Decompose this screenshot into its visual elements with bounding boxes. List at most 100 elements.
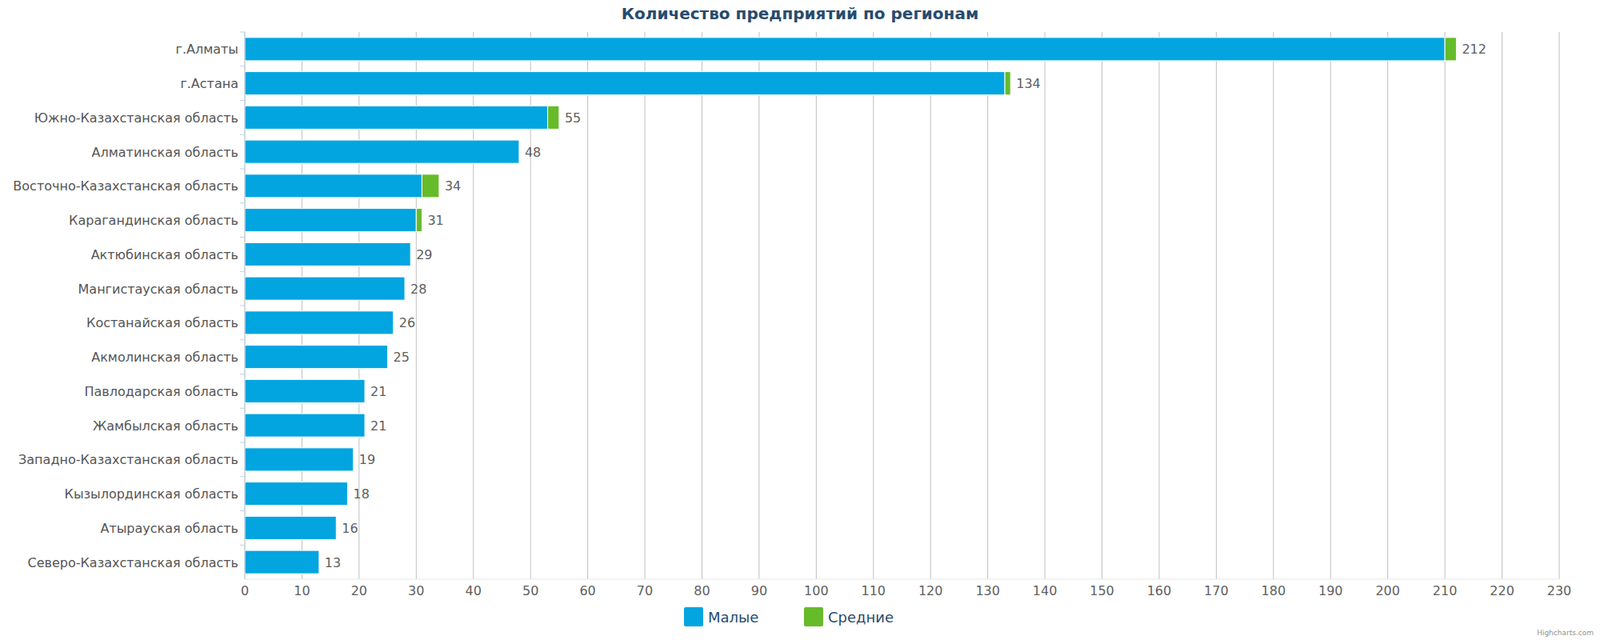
tick-label: 130 [975,583,1000,599]
data-label: 19 [359,452,376,468]
tick-label: 0 [240,583,249,599]
grid-line [1559,32,1560,580]
tick-label: 50 [522,583,539,599]
grid-line [587,32,588,580]
axis-line [244,579,1560,580]
data-label: 28 [410,281,427,297]
tick-label: 160 [1147,583,1172,599]
legend-label: Средние [828,608,894,626]
bars [244,37,1456,574]
tick-label: 80 [693,583,710,599]
category-tick [240,271,245,272]
data-label: 16 [341,520,358,536]
data-label: 26 [399,315,416,331]
category-label: г.Алматы [176,41,240,57]
tick-label: 140 [1032,583,1058,599]
grid-line [1101,32,1103,580]
category-tick [240,373,245,375]
data-label: 212 [1461,41,1487,57]
bar [318,550,320,574]
tick-label: 70 [636,583,653,599]
tick-label: 210 [1432,583,1458,599]
tick-label: 200 [1375,583,1400,599]
category-label: Южно-Казахстанская область [34,110,239,126]
bar [244,242,411,266]
category-label: Атырауская область [100,520,239,536]
category-label: Костанайская область [86,315,239,331]
data-label: 25 [393,349,410,365]
data-label: 134 [1016,76,1041,92]
grid-line [1501,32,1503,580]
bar [244,276,405,300]
data-label: 13 [324,555,341,571]
bar [1444,37,1456,61]
data-label: 18 [353,486,370,502]
title: Количество предприятий по регионам [621,4,980,24]
category-tick [240,510,245,512]
bar [244,413,365,437]
grid-line [1272,32,1274,580]
category-label: Восточно-Казахстанская область [12,178,239,194]
grid-line [644,32,646,580]
data-label: 29 [416,247,432,263]
category-label: Северо-Казахстанская область [27,555,239,571]
tick-label: 170 [1204,583,1229,599]
credits: Highcharts.com [1536,628,1594,637]
category-tick [240,202,245,204]
legend-label: Малые [708,608,759,626]
bar [352,448,354,472]
category-tick [240,168,245,170]
data-label: 21 [370,384,387,400]
category-label: Западно-Казахстанская область [18,452,239,468]
bar [387,345,388,369]
category-label: Мангистауская область [78,281,239,297]
grid-line [1216,32,1217,580]
grid-line [930,32,932,580]
bar [244,482,348,506]
tick-label: 90 [751,583,768,599]
legend: Малые Средние [684,607,894,627]
grid-line [1330,32,1332,580]
grid-line [758,32,760,580]
category-tick [240,65,245,67]
data-label: 48 [524,144,541,160]
tick-label: 30 [408,583,424,599]
tick-label: 150 [1089,583,1115,599]
grid-line [1044,32,1046,580]
tick-label: 10 [293,583,310,599]
bar [336,516,337,540]
bar [364,413,366,437]
bar [244,72,1005,96]
data-label: 21 [370,418,387,434]
category-label: Алматинская область [92,144,239,160]
bar [347,482,348,506]
tick-label: 230 [1547,583,1572,599]
category-label: Павлодарская область [84,384,239,400]
bar [244,140,520,164]
tick-label: 60 [579,583,596,599]
category-tick [240,134,245,136]
tick-label: 190 [1318,583,1344,599]
tick-label: 20 [351,583,368,599]
bar [244,345,388,369]
bar [421,174,439,198]
bar [548,105,560,129]
bar [416,208,422,232]
tick-label: 220 [1489,583,1515,599]
bar [404,276,406,300]
grid-line [872,32,874,580]
grid-line [1387,32,1388,580]
bar [244,379,365,403]
category-tick [240,339,245,340]
data-label: 55 [564,110,581,126]
chart: Количество предприятий по регионам 0 10 20 3… [0,0,1600,640]
category-tick [240,442,245,444]
category-tick [240,476,245,477]
bar [244,550,320,574]
grid-line [701,32,703,580]
data-label: 31 [427,212,444,228]
bar [244,37,1445,61]
bar [364,379,366,403]
bar [244,448,354,472]
grid-line [816,32,817,580]
